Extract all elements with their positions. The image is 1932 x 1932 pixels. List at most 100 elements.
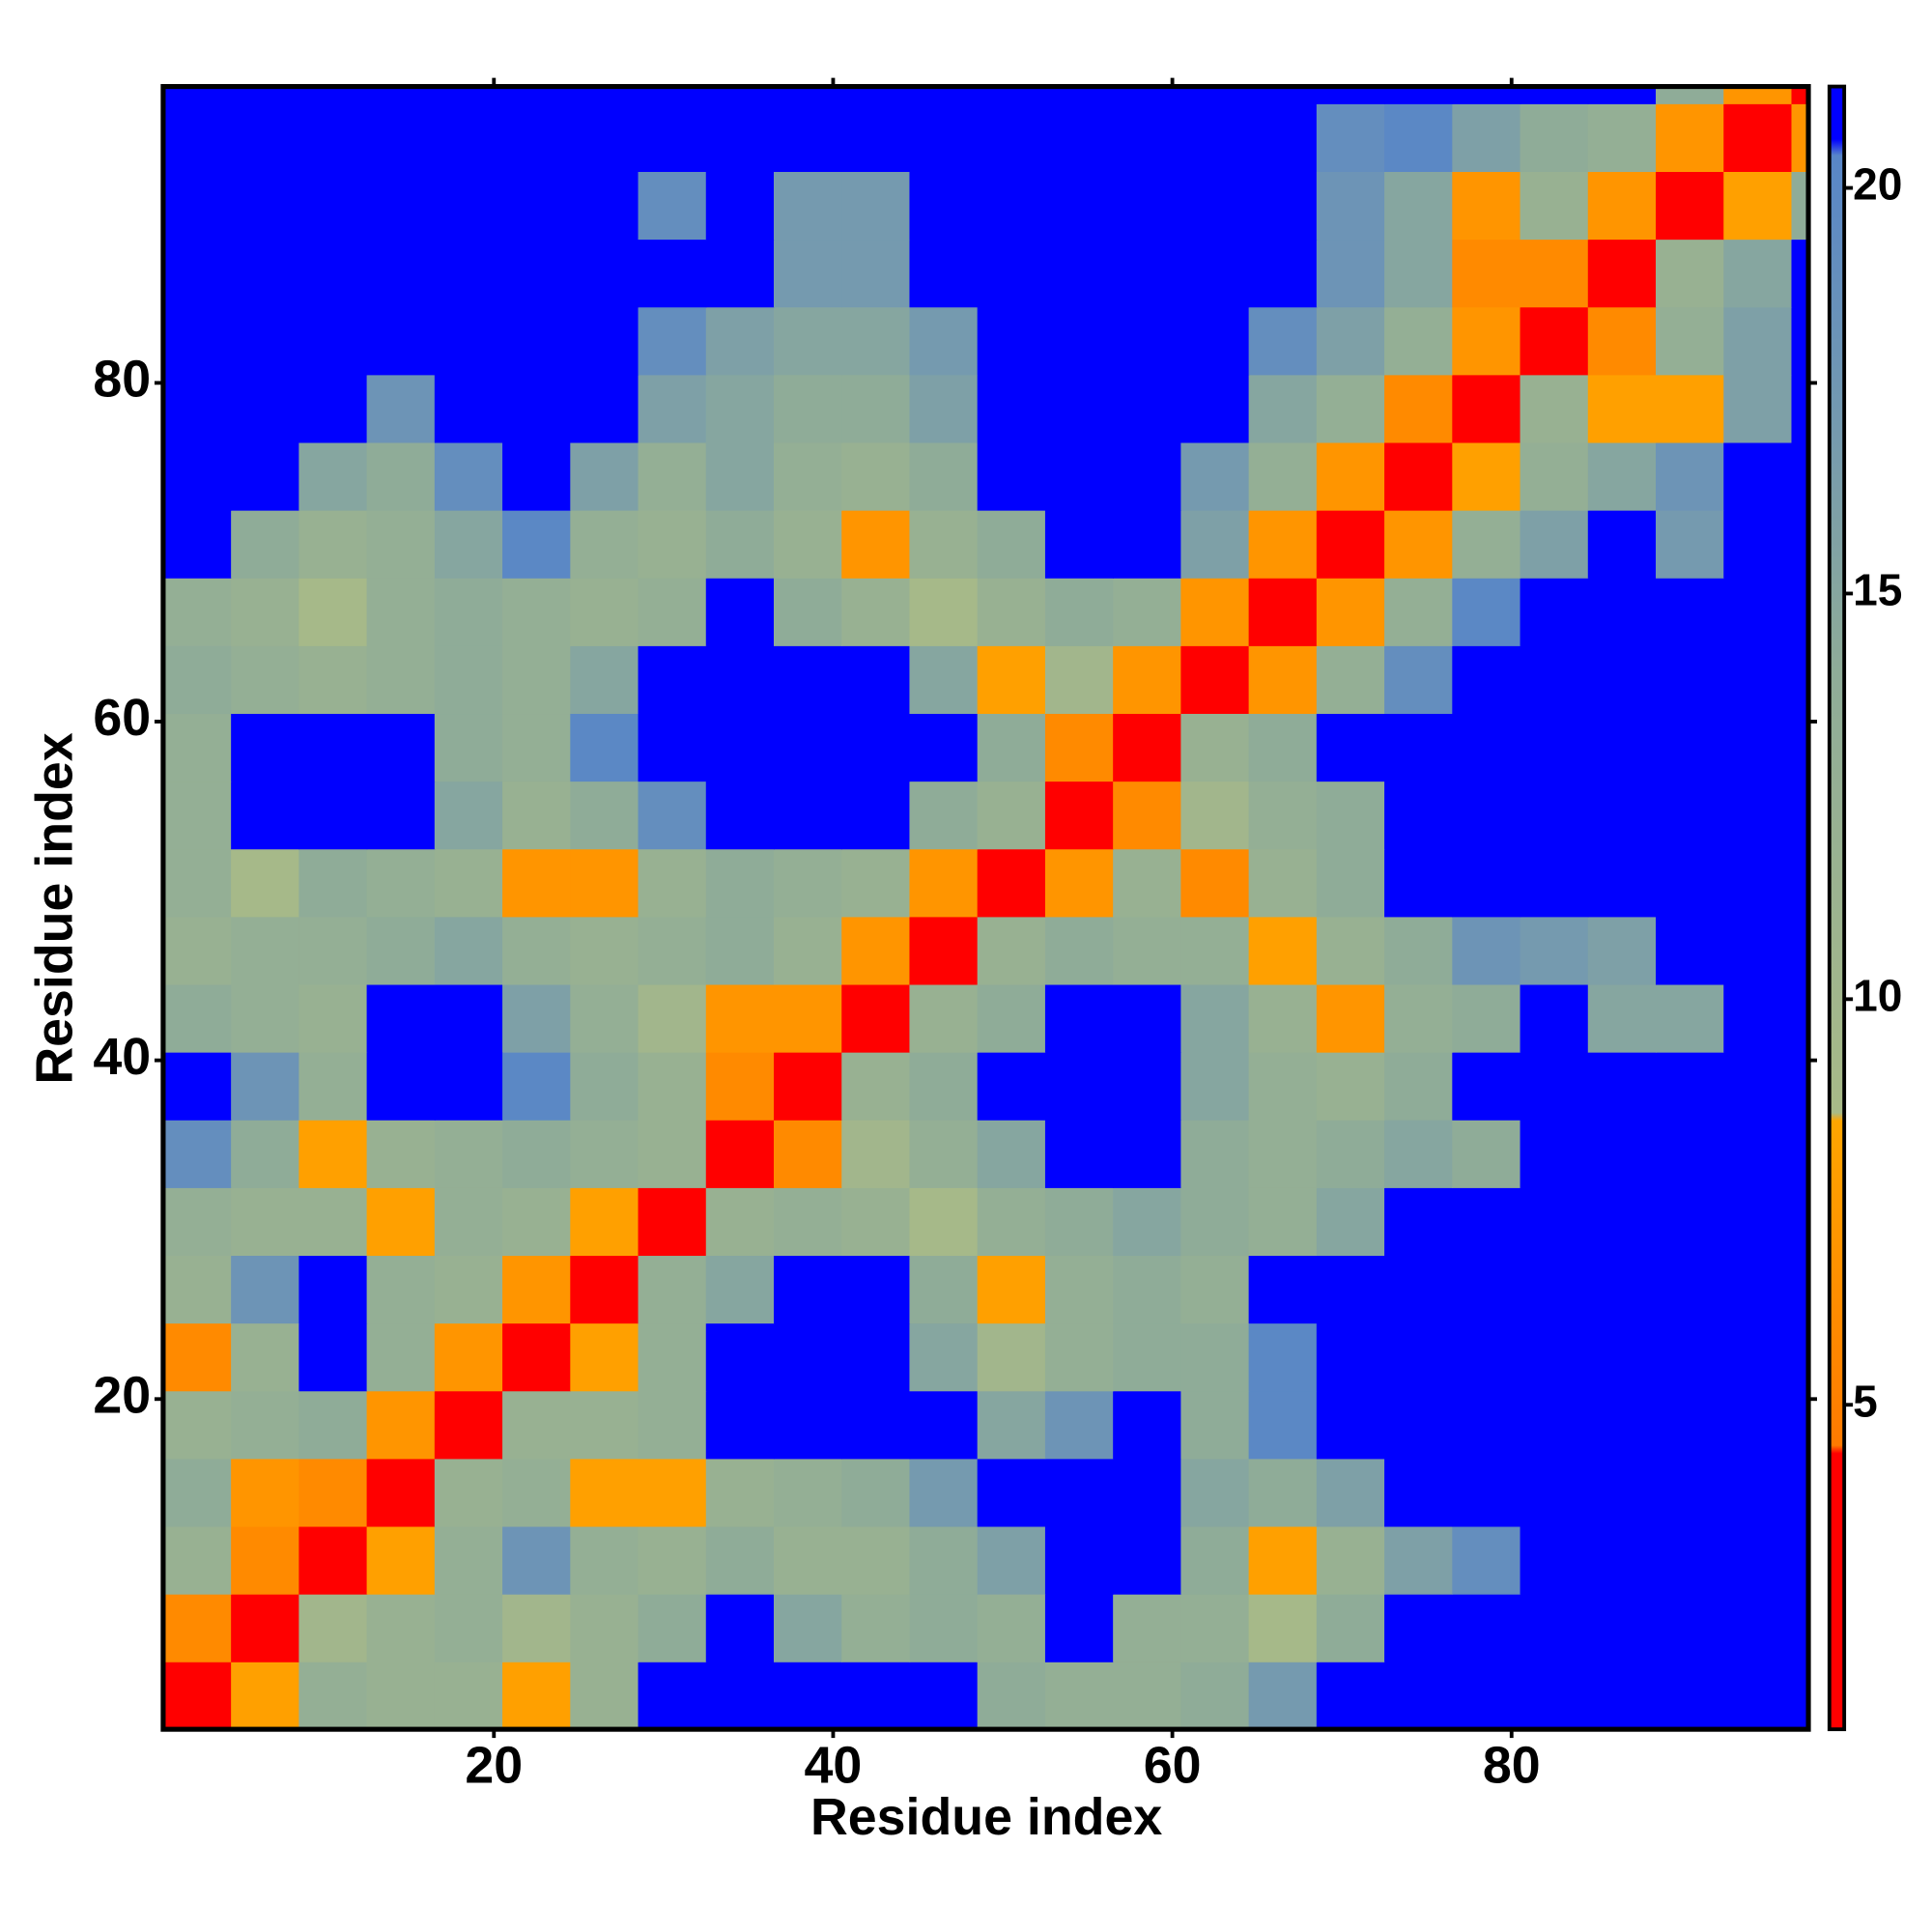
colorbar-tick-label: 10 [1853,971,1902,1021]
heatmap-cell [1180,171,1250,241]
heatmap-cell [1587,1120,1657,1188]
heatmap-cell [977,306,1046,376]
heatmap-cell [1384,1322,1454,1392]
heatmap-cell [434,916,503,985]
heatmap-cell [1452,1187,1521,1257]
heatmap-cell [638,306,707,376]
heatmap-cell [1248,374,1318,443]
heatmap-cell [366,171,436,241]
heatmap-cell [1587,983,1657,1053]
heatmap-cell [231,713,300,782]
heatmap-cell [162,509,232,579]
heatmap-cell [1587,713,1657,782]
heatmap-cell [909,1390,979,1460]
heatmap-cell [773,1525,842,1595]
heatmap-cell [1113,1593,1182,1662]
heatmap-cell [1316,1255,1385,1324]
heatmap-cell [1180,848,1250,918]
heatmap-cell [570,239,639,308]
heatmap-cell [977,645,1046,715]
heatmap-cell [1044,1051,1114,1121]
heatmap-cell [705,1120,775,1188]
heatmap-cell [231,1390,300,1460]
heatmap-cell [1656,983,1725,1053]
heatmap-cell [841,1120,911,1188]
heatmap-cell [773,645,842,715]
heatmap-cell [773,577,842,646]
heatmap-cell [977,1051,1046,1121]
heatmap-cell [570,713,639,782]
heatmap-cell [570,103,639,172]
heatmap-cell [705,781,775,850]
colorbar-tick-label: 15 [1853,565,1902,615]
heatmap-cell [502,1525,572,1595]
heatmap-cell [1384,1120,1454,1188]
heatmap-cell [1113,1322,1182,1392]
heatmap-cell [1791,1187,1809,1257]
heatmap-cell [1044,848,1114,918]
heatmap-cell [1520,1322,1589,1392]
heatmap-cell [841,1662,911,1730]
heatmap-cell [909,916,979,985]
heatmap-cell [1723,916,1793,985]
heatmap-cell [1452,916,1521,985]
heatmap-cell [434,374,503,443]
heatmap-cell [366,1255,436,1324]
heatmap-cell [231,916,300,985]
heatmap-cell [502,509,572,579]
heatmap-cell [366,1525,436,1595]
heatmap-cell [1044,1255,1114,1324]
heatmap-cell [231,1255,300,1324]
heatmap-cell [1316,916,1385,985]
heatmap-cell [773,713,842,782]
heatmap-cell [909,713,979,782]
heatmap-cell [1452,1120,1521,1188]
heatmap-cell [366,1458,436,1527]
heatmap-cell [298,1458,368,1527]
heatmap-cell [1113,103,1182,172]
heatmap-cell [502,1458,572,1527]
heatmap-cell [909,781,979,850]
heatmap-cell [1044,1120,1114,1188]
heatmap-cell [1384,1051,1454,1121]
heatmap-cell [162,577,232,646]
heatmap-cell [841,848,911,918]
heatmap-cell [502,916,572,985]
heatmap-cell [841,86,911,104]
heatmap-cell [366,1322,436,1392]
heatmap-cell [1452,1390,1521,1460]
heatmap-cell [298,1187,368,1257]
heatmap-cell [1180,645,1250,715]
heatmap-cell [773,781,842,850]
heatmap-cell [1248,1051,1318,1121]
heatmap-cell [570,1525,639,1595]
heatmap-cell [705,1390,775,1460]
heatmap-cell [1384,1187,1454,1257]
heatmap-cell [841,1458,911,1527]
heatmap-cell [1587,916,1657,985]
heatmap-cell [1044,374,1114,443]
heatmap-cell [1316,509,1385,579]
heatmap-cell [1723,306,1793,376]
heatmap-cell [298,171,368,241]
heatmap-cell [638,1458,707,1527]
heatmap-cell [1656,306,1725,376]
heatmap-cell [1248,916,1318,985]
heatmap-cell [162,1525,232,1595]
heatmap-cell [1520,983,1589,1053]
colorbar-tick-label: 5 [1853,1376,1878,1426]
heatmap-cell [162,103,232,172]
heatmap-cell [1791,103,1809,172]
heatmap-cell [298,103,368,172]
heatmap-cell [977,171,1046,241]
heatmap-cell [231,171,300,241]
heatmap-cell [705,1322,775,1392]
heatmap-cell [1520,1187,1589,1257]
heatmap-cell [1723,239,1793,308]
heatmap-cell [1113,916,1182,985]
x-tick-label: 20 [465,1736,523,1794]
heatmap-cell [909,86,979,104]
heatmap-cell [1452,1322,1521,1392]
heatmap-cell [1044,306,1114,376]
